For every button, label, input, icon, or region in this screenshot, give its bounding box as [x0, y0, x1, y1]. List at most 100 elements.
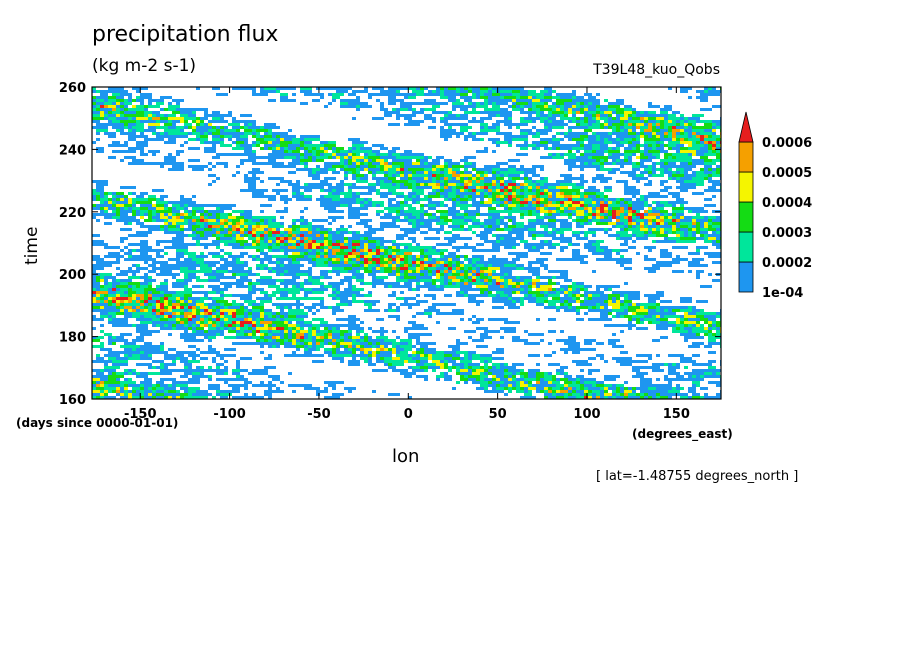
field-cell [180, 216, 184, 219]
field-cell [108, 108, 112, 111]
field-cell [368, 186, 372, 189]
field-cell [160, 210, 172, 213]
field-cell [608, 105, 620, 108]
field-cell [404, 210, 416, 213]
field-cell [352, 102, 360, 105]
field-cell [376, 213, 380, 216]
field-cell [540, 222, 544, 225]
field-cell [460, 225, 464, 228]
field-cell [424, 282, 428, 285]
field-cell [120, 249, 124, 252]
field-cell [124, 114, 136, 117]
field-cell [412, 222, 416, 225]
field-cell [308, 255, 312, 258]
field-cell [176, 108, 180, 111]
field-cell [292, 138, 300, 141]
field-cell [132, 159, 144, 162]
field-cell [156, 255, 164, 258]
field-cell [372, 144, 384, 147]
field-cell [468, 228, 472, 231]
field-cell [256, 279, 260, 282]
field-cell [632, 222, 636, 225]
field-cell [716, 252, 721, 255]
field-cell [476, 150, 488, 153]
field-cell [104, 279, 108, 282]
field-cell [192, 168, 204, 171]
field-cell [388, 111, 392, 114]
field-cell [224, 219, 228, 222]
field-cell [212, 234, 216, 237]
field-cell [304, 156, 308, 159]
field-cell [700, 180, 704, 183]
field-cell [528, 267, 532, 270]
field-cell [664, 222, 668, 225]
field-cell [672, 156, 676, 159]
field-cell [380, 222, 392, 225]
field-cell [660, 138, 664, 141]
field-cell [664, 120, 668, 123]
field-cell [452, 258, 460, 261]
field-cell [356, 153, 360, 156]
field-cell [356, 207, 368, 210]
field-cell [376, 117, 380, 120]
field-cell [656, 114, 664, 117]
field-cell [148, 228, 160, 231]
field-cell [624, 186, 636, 189]
field-cell [372, 186, 376, 189]
field-cell [312, 225, 324, 228]
field-cell [648, 219, 652, 222]
field-cell [332, 267, 344, 270]
field-cell [280, 264, 284, 267]
field-cell [116, 96, 124, 99]
field-cell [276, 192, 280, 195]
field-cell [668, 225, 672, 228]
field-cell [436, 243, 448, 246]
field-cell [632, 195, 636, 198]
field-cell [380, 279, 384, 282]
field-cell [136, 90, 140, 93]
field-cell [560, 222, 572, 225]
field-cell [352, 231, 356, 234]
field-cell [716, 228, 720, 231]
field-cell [228, 153, 236, 156]
field-cell [680, 90, 688, 93]
field-cell [464, 198, 468, 201]
field-cell [176, 135, 188, 138]
field-cell [320, 270, 332, 273]
field-cell [452, 180, 456, 183]
field-cell [344, 267, 352, 270]
field-cell [176, 222, 180, 225]
field-cell [448, 129, 456, 132]
field-cell [364, 198, 368, 201]
field-cell [224, 114, 232, 117]
field-cell [220, 141, 224, 144]
field-cell [372, 150, 380, 153]
field-cell [524, 123, 528, 126]
field-cell [364, 264, 368, 267]
field-cell [264, 123, 276, 126]
field-cell [156, 204, 168, 207]
field-cell [468, 132, 472, 135]
field-cell [232, 255, 244, 258]
field-cell [180, 270, 188, 273]
field-cell [712, 195, 716, 198]
field-cell [152, 270, 156, 273]
field-cell [708, 87, 712, 90]
field-cell [92, 270, 96, 273]
field-cell [540, 144, 548, 147]
field-cell [544, 222, 556, 225]
field-cell [508, 204, 520, 207]
field-cell [700, 156, 708, 159]
field-cell [108, 105, 116, 108]
field-cell [324, 255, 328, 258]
field-cell [576, 186, 584, 189]
field-cell [612, 111, 616, 114]
field-cell [236, 129, 240, 132]
field-cell [216, 162, 228, 165]
field-cell [420, 159, 428, 162]
field-cell [432, 93, 444, 96]
field-cell [536, 216, 544, 219]
field-cell [588, 102, 592, 105]
field-cell [428, 192, 440, 195]
field-cell [360, 186, 368, 189]
